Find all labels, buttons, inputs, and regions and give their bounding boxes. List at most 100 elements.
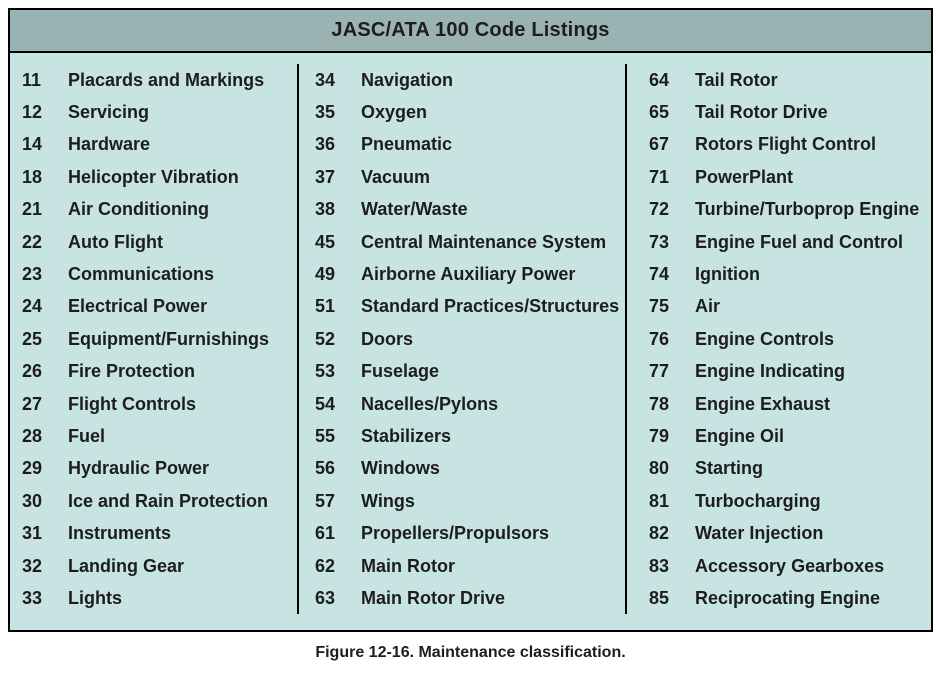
table-row: 77 Engine Indicating	[649, 356, 931, 388]
label-cell: Doors	[361, 328, 414, 349]
label-cell: Stabilizers	[361, 425, 452, 446]
code-cell: 71	[649, 166, 670, 187]
label-cell: Main Rotor	[361, 555, 455, 576]
table-row: 52 Doors	[315, 323, 625, 355]
table-row: 71 PowerPlant	[649, 161, 931, 193]
label-cell: Pneumatic	[361, 134, 453, 155]
code-cell: 28	[22, 425, 43, 446]
table-row: 83 Accessory Gearboxes	[649, 550, 931, 582]
table-row: 18 Helicopter Vibration	[22, 161, 297, 193]
code-cell: 29	[22, 458, 43, 479]
label-cell: Fuel	[68, 425, 106, 446]
code-cell: 77	[649, 361, 670, 382]
code-cell: 62	[315, 555, 336, 576]
code-cell: 38	[315, 199, 336, 220]
table-row: 85 Reciprocating Engine	[649, 582, 931, 614]
table-row: 31 Instruments	[22, 517, 297, 549]
table-row: 67 Rotors Flight Control	[649, 129, 931, 161]
code-cell: 85	[649, 587, 670, 608]
label-cell: Accessory Gearboxes	[695, 555, 885, 576]
table-row: 61 Propellers/Propulsors	[315, 517, 625, 549]
label-cell: Flight Controls	[68, 393, 196, 414]
table-row: 78 Engine Exhaust	[649, 388, 931, 420]
table-row: 64 Tail Rotor	[649, 64, 931, 96]
table-row: 29 Hydraulic Power	[22, 453, 297, 485]
code-cell: 37	[315, 166, 336, 187]
label-cell: Vacuum	[361, 166, 431, 187]
code-cell: 11	[22, 69, 42, 90]
code-cell: 24	[22, 296, 43, 317]
code-cell: 55	[315, 425, 336, 446]
table-row: 45 Central Maintenance System	[315, 226, 625, 258]
table-row: 63 Main Rotor Drive	[315, 582, 625, 614]
label-cell: Placards and Markings	[68, 69, 265, 90]
label-cell: Turbocharging	[695, 490, 821, 511]
table-row: 81 Turbocharging	[649, 485, 931, 517]
label-cell: Water/Waste	[361, 199, 468, 220]
code-cell: 63	[315, 587, 336, 608]
table-row: 57 Wings	[315, 485, 625, 517]
code-cell: 80	[649, 458, 670, 479]
label-cell: Wings	[361, 490, 415, 511]
label-cell: Rotors Flight Control	[695, 134, 876, 155]
table-row: 38 Water/Waste	[315, 194, 625, 226]
label-cell: Water Injection	[695, 523, 824, 544]
code-cell: 73	[649, 231, 670, 252]
label-cell: Air	[695, 296, 721, 317]
code-cell: 76	[649, 328, 670, 349]
label-cell: Engine Controls	[695, 328, 834, 349]
code-cell: 30	[22, 490, 43, 511]
table-row: 12 Servicing	[22, 96, 297, 128]
label-cell: Engine Oil	[695, 425, 785, 446]
table-row: 22 Auto Flight	[22, 226, 297, 258]
table-title: JASC/ATA 100 Code Listings	[10, 10, 931, 53]
table-row: 72 Turbine/Turboprop Engine	[649, 194, 931, 226]
label-cell: Lights	[68, 587, 122, 608]
code-cell: 82	[649, 523, 670, 544]
code-cell: 21	[22, 199, 43, 220]
code-cell: 64	[649, 69, 670, 90]
label-cell: Nacelles/Pylons	[361, 393, 499, 414]
code-cell: 79	[649, 425, 670, 446]
code-cell: 56	[315, 458, 336, 479]
code-cell: 35	[315, 102, 336, 123]
label-cell: Engine Indicating	[695, 361, 846, 382]
label-cell: Hardware	[68, 134, 151, 155]
table-row: 73 Engine Fuel and Control	[649, 226, 931, 258]
code-column-3: 64 Tail Rotor 65 Tail Rotor Drive 67 Rotors F…	[627, 64, 931, 630]
label-cell: Navigation	[361, 69, 454, 90]
table-row: 37 Vacuum	[315, 161, 625, 193]
table-row: 11 Placards and Markings	[22, 64, 297, 96]
code-cell: 26	[22, 361, 43, 382]
code-cell: 81	[649, 490, 670, 511]
label-cell: Electrical Power	[68, 296, 208, 317]
label-cell: Propellers/Propulsors	[361, 523, 550, 544]
code-cell: 31	[22, 523, 43, 544]
code-cell: 49	[315, 264, 336, 285]
table-row: 27 Flight Controls	[22, 388, 297, 420]
code-cell: 22	[22, 231, 43, 252]
label-cell: Tail Rotor Drive	[695, 102, 828, 123]
label-cell: Fuselage	[361, 361, 440, 382]
label-cell: Starting	[695, 458, 764, 479]
label-cell: Landing Gear	[68, 555, 185, 576]
code-cell: 27	[22, 393, 43, 414]
table-row: 79 Engine Oil	[649, 420, 931, 452]
label-cell: Oxygen	[361, 102, 428, 123]
label-cell: Equipment/Furnishings	[68, 328, 269, 349]
code-cell: 72	[649, 199, 670, 220]
label-cell: Engine Fuel and Control	[695, 231, 903, 252]
table-row: 23 Communications	[22, 258, 297, 290]
code-cell: 78	[649, 393, 670, 414]
label-cell: Communications	[68, 264, 215, 285]
label-cell: Engine Exhaust	[695, 393, 831, 414]
label-cell: Main Rotor Drive	[361, 587, 506, 608]
code-cell: 54	[315, 393, 336, 414]
table-row: 33 Lights	[22, 582, 297, 614]
table-row: 65 Tail Rotor Drive	[649, 96, 931, 128]
label-cell: Reciprocating Engine	[695, 587, 881, 608]
label-cell: Ignition	[695, 264, 760, 285]
code-cell: 83	[649, 555, 670, 576]
jasc-ata-code-table: JASC/ATA 100 Code Listings 11 Placards an…	[8, 8, 933, 632]
